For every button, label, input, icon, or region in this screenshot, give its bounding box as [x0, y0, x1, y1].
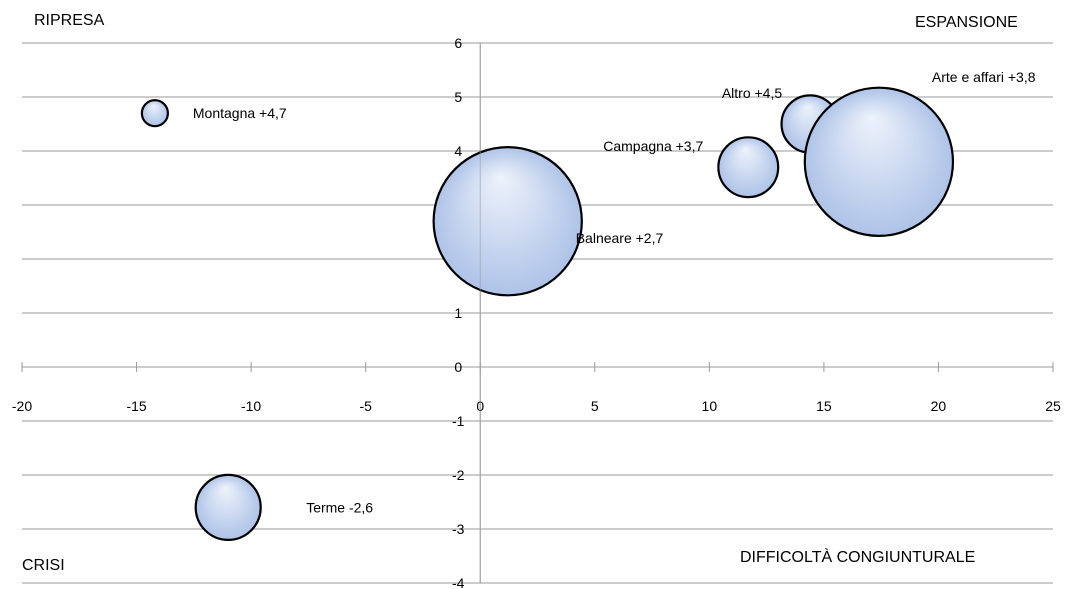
quadrant-label-difficolta: DIFFICOLTÀ CONGIUNTURALE — [740, 549, 976, 566]
bubble-label: Terme -2,6 — [306, 499, 373, 515]
x-tick-label: -20 — [12, 398, 32, 414]
quadrant-label-espansione: ESPANSIONE — [915, 14, 1018, 31]
quadrant-label-ripresa: RIPRESA — [34, 12, 105, 29]
x-tick-label: -5 — [359, 398, 372, 414]
bubble-label: Campagna +3,7 — [603, 138, 703, 154]
y-tick-label: 4 — [454, 143, 462, 159]
bubble-label: Altro +4,5 — [722, 85, 783, 101]
quadrant-label-crisi: CRISI — [22, 557, 65, 574]
x-tick-label: 25 — [1045, 398, 1061, 414]
y-tick-label: -4 — [452, 575, 465, 589]
bubble-label: Montagna +4,7 — [193, 105, 287, 121]
bubbles — [140, 86, 955, 541]
data-labels: Montagna +4,7 Terme -2,6 Balneare +2,7 Camp… — [193, 43, 1036, 583]
y-tick-label: 1 — [454, 305, 462, 321]
bubble-point — [717, 136, 780, 199]
x-tick-label: -15 — [126, 398, 146, 414]
x-tick-label: 20 — [931, 398, 947, 414]
y-tick-label: 6 — [454, 35, 462, 51]
x-tick-label: 10 — [702, 398, 718, 414]
bubble-point — [194, 473, 262, 541]
x-tick-label: 5 — [591, 398, 599, 414]
y-tick-label: 0 — [454, 359, 462, 375]
y-tick-label: -1 — [452, 413, 465, 429]
y-tick-label: -3 — [452, 521, 465, 537]
x-tick-label: 15 — [816, 398, 832, 414]
bubble-point — [140, 99, 169, 128]
bubble-point — [803, 86, 955, 238]
x-tick-label: -10 — [241, 398, 261, 414]
bubble-point — [432, 146, 583, 297]
bubble-label: Balneare +2,7 — [576, 230, 664, 246]
y-tick-label: -2 — [452, 467, 465, 483]
y-tick-label: 5 — [454, 89, 462, 105]
bubble-label: Arte e affari +3,8 — [932, 69, 1036, 85]
